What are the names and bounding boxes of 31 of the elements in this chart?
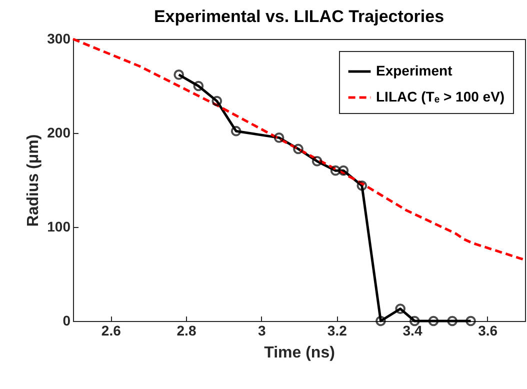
x-tick-label: 3.4: [402, 322, 422, 338]
point: [466, 316, 476, 326]
point: [312, 156, 322, 166]
point: [293, 144, 304, 154]
y-axis-title: Radius (μm): [25, 134, 42, 227]
x-tick-label: 3.2: [327, 322, 348, 338]
point: [356, 180, 368, 191]
point: [174, 70, 184, 80]
x-tick-label: 2.6: [101, 322, 122, 338]
point: [193, 80, 204, 92]
x-axis-title: Time (ns): [264, 344, 335, 362]
point: [212, 96, 222, 106]
point: [447, 316, 458, 326]
point: [274, 132, 284, 143]
chart-title: Experimental vs. LILAC Trajectories: [154, 7, 444, 26]
point: [330, 165, 341, 176]
point: [338, 165, 349, 176]
legend-label: Experiment: [376, 62, 453, 78]
point: [428, 316, 439, 326]
y-tick-label: 300: [47, 30, 71, 46]
point: [376, 316, 386, 326]
x-tick-label: 3: [258, 322, 266, 338]
point: [395, 304, 406, 314]
x-tick-label: 2.8: [176, 322, 196, 338]
y-tick-label: 200: [47, 124, 71, 140]
legend-label: LILAC (Tₑ > 100 eV): [376, 88, 505, 104]
y-tick-label: 100: [47, 218, 71, 234]
point: [230, 126, 242, 136]
y-tick-label: 0: [62, 312, 71, 328]
point: [409, 316, 420, 326]
x-tick-label: 3.6: [478, 322, 498, 338]
